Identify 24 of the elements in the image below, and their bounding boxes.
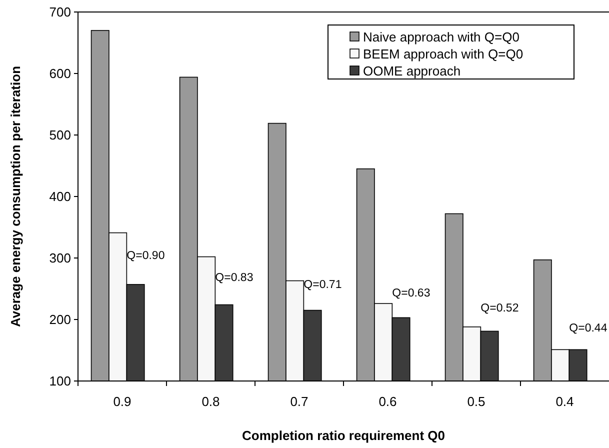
x-tick-label: 0.9 (113, 394, 132, 409)
y-tick-label: 200 (49, 312, 71, 328)
annotation: Q=0.52 (480, 302, 519, 315)
legend-label: OOME approach (363, 64, 461, 79)
x-axis-title: Completion ratio requirement Q0 (242, 428, 445, 443)
annotation: Q=0.83 (215, 272, 254, 284)
x-tick-label: 0.8 (202, 394, 220, 409)
annotation: Q=0.44 (569, 322, 608, 335)
y-axis-title: Average energy consumption per iteration (8, 66, 23, 328)
y-tick-label: 500 (49, 128, 71, 143)
legend-label: BEEM approach with Q=Q0 (363, 46, 524, 62)
y-tick-label: 600 (49, 66, 71, 82)
y-tick-label: 100 (49, 374, 71, 389)
annotation: Q=0.63 (392, 288, 430, 300)
x-tick-label: 0.4 (556, 394, 574, 409)
annotation: Q=0.90 (126, 250, 165, 262)
y-tick-label: 400 (49, 189, 71, 204)
legend-label: Naive approach with Q=Q0 (363, 30, 520, 45)
y-tick-label: 700 (49, 4, 71, 20)
x-tick-label: 0.6 (378, 394, 397, 409)
x-tick-label: 0.5 (467, 394, 486, 409)
x-tick-label: 0.7 (290, 394, 308, 409)
annotation: Q=0.71 (304, 278, 342, 291)
y-tick-label: 300 (49, 250, 71, 266)
